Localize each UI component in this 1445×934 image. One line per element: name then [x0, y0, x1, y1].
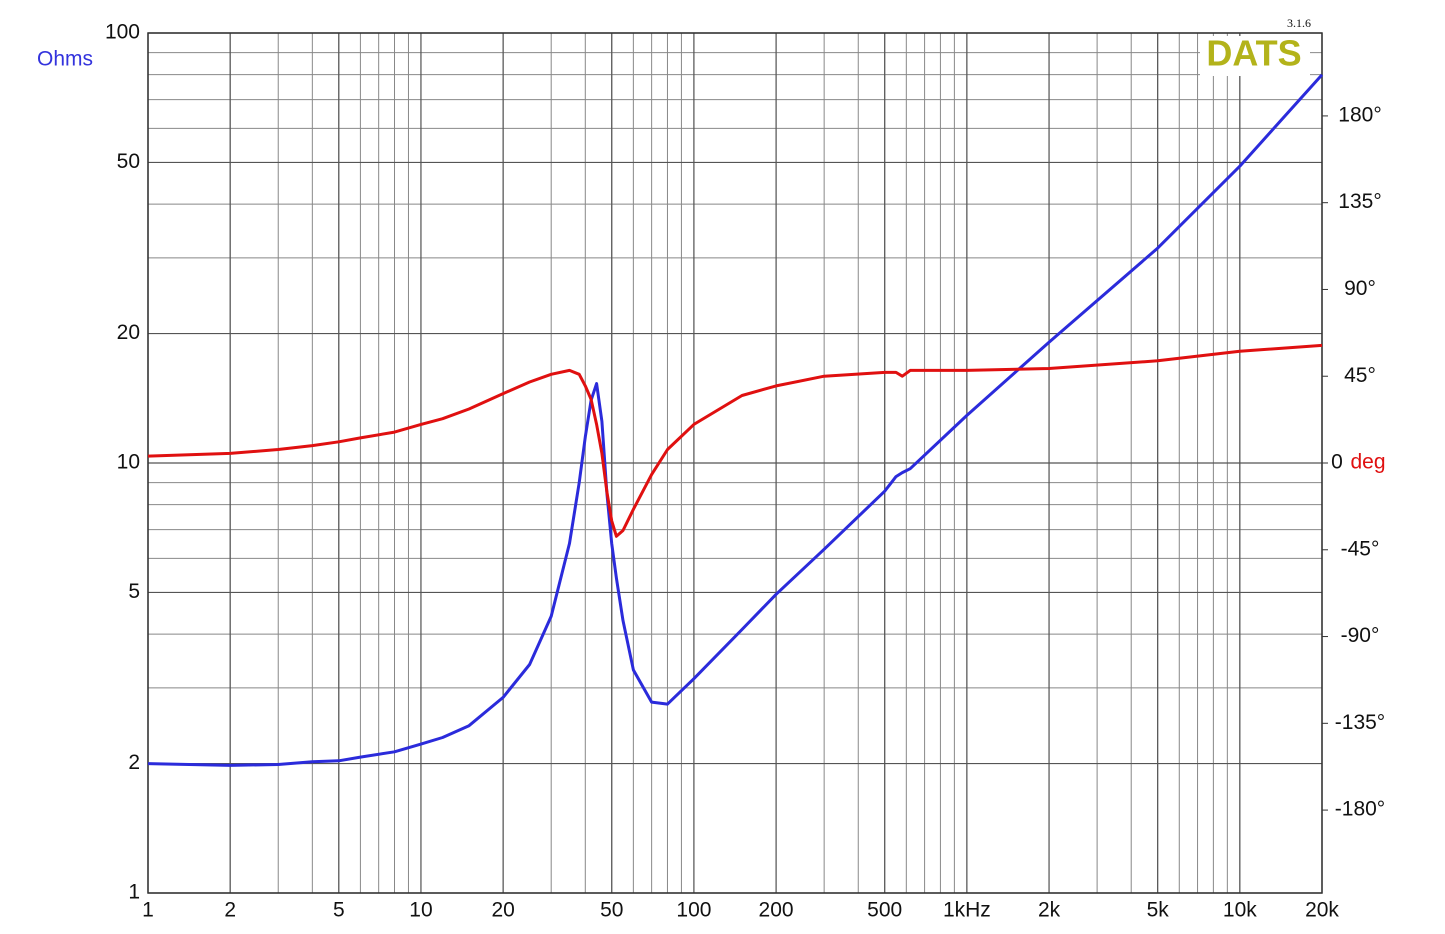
x-tick-label: 10 [409, 899, 432, 922]
x-tick-label: 2k [1038, 899, 1061, 922]
y-tick-label: 10 [117, 451, 140, 474]
y2-tick-label: 180° [1338, 103, 1381, 126]
x-tick-label: 2 [224, 899, 236, 922]
y2-tick-label: 0 [1331, 451, 1343, 474]
y-axis-label: Ohms [37, 48, 93, 71]
plot: 1 2 5 10 20 50 100 200 500 1kHz 2k 5k 10k 20k12510205… [105, 21, 1385, 922]
series-line [147, 73, 1324, 767]
x-tick-label: 5 [333, 899, 345, 922]
logo: DATS [1206, 33, 1301, 74]
x-tick-label: 50 [600, 899, 623, 922]
y2-axis-label: deg [1350, 451, 1385, 474]
x-tick-label: 200 [759, 899, 794, 922]
x-tick-label: 1kHz [943, 899, 991, 922]
x-tick-label: 20 [491, 899, 514, 922]
x-tick-label: 20k [1305, 899, 1339, 922]
y2-tick-label: -45° [1341, 537, 1380, 560]
version: 3.1.6 [1287, 16, 1311, 30]
plot-frame [147, 32, 1323, 894]
x-tick-label: 100 [676, 899, 711, 922]
y-tick-label: 100 [105, 21, 140, 44]
logo-bg [1200, 36, 1310, 76]
y-tick-label: 50 [117, 150, 140, 173]
y2-tick-label: -135° [1335, 711, 1385, 734]
y2-tick-label: -90° [1341, 624, 1380, 647]
series-line [147, 343, 1323, 538]
x-tick-label: 5k [1147, 899, 1170, 922]
x-tick-label: 500 [867, 899, 902, 922]
y-tick-label: 5 [128, 580, 140, 603]
y2-tick-label: -180° [1335, 798, 1385, 821]
y2-tick-label: 135° [1338, 190, 1381, 213]
y-tick-label: 2 [128, 751, 140, 774]
y-tick-label: 20 [117, 321, 140, 344]
x-tick-label: 10k [1223, 899, 1257, 922]
y2-tick-label: 90° [1344, 277, 1376, 300]
y2-tick-label: 45° [1344, 364, 1376, 387]
y-tick-label: 1 [128, 881, 140, 904]
x-tick-label: 1 [142, 899, 154, 922]
